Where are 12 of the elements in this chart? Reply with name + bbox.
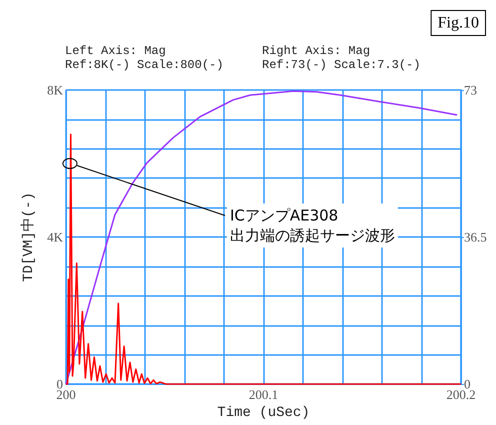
line-series	[65, 90, 458, 385]
text: Left Axis: Mag Ref:8K(-) Scale:800(-)	[65, 44, 224, 72]
annotation: ICアンプAE308 出力端の誘起サージ波形	[230, 206, 395, 245]
y-tick-label: 8K	[47, 82, 64, 98]
text: Right Axis: Mag Ref:73(-) Scale:7.3(-)	[262, 44, 420, 72]
y-tick-label: 4K	[47, 230, 64, 245]
y2-tick-label: 73	[464, 82, 477, 98]
caption: Fig.10	[438, 14, 479, 32]
y2-tick-label: 36.5	[464, 230, 487, 245]
y-axis-title: TD[VM]中(-)	[20, 192, 37, 282]
x-tick-label: 200.1	[248, 387, 278, 402]
x-axis-title: Time (uSec)	[217, 405, 310, 421]
